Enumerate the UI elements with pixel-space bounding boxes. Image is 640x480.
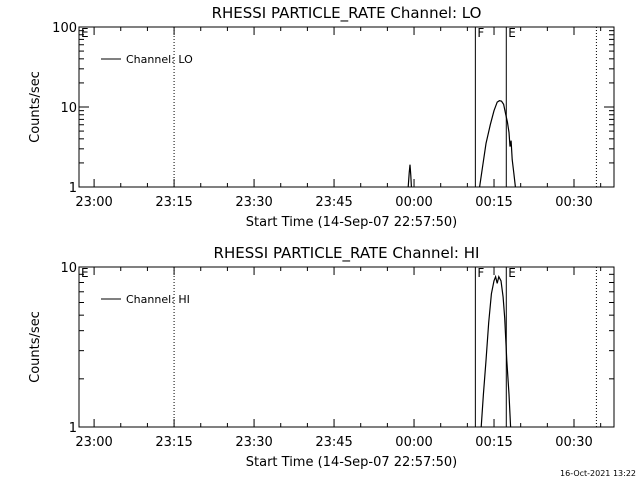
- x-tick-label: 23:00: [75, 435, 112, 450]
- x-tick-label: 23:15: [155, 195, 192, 210]
- y-tick-label: 100: [52, 21, 77, 36]
- y-axis-label: Counts/sec: [28, 71, 43, 143]
- y-tick-label: 1: [69, 421, 77, 436]
- x-tick-label: 00:00: [395, 435, 432, 450]
- x-tick-label: 23:30: [235, 195, 272, 210]
- x-tick-label: 23:45: [315, 435, 352, 450]
- marker-label-0: E: [81, 266, 89, 280]
- marker-label-0: E: [81, 26, 89, 40]
- y-tick-label: 1: [69, 181, 77, 196]
- x-tick-label: 23:30: [235, 435, 272, 450]
- marker-label-2: F: [477, 266, 484, 280]
- x-tick-label: 23:45: [315, 195, 352, 210]
- chart-panel-0: RHESSI PARTICLE_RATE Channel: LO Counts/s…: [28, 4, 615, 230]
- y-axis-label: Counts/sec: [28, 311, 43, 383]
- x-tick-label: 00:30: [555, 195, 592, 210]
- x-axis-label: Start Time (14-Sep-07 22:57:50): [246, 455, 457, 470]
- marker-label-3: E: [508, 266, 516, 280]
- series-line-0-0: [480, 274, 512, 428]
- legend-label: Channel: LO: [126, 53, 193, 66]
- legend-label: Channel: HI: [126, 293, 190, 306]
- y-tick-label: 10: [60, 101, 77, 116]
- y-tick-label: 10: [60, 261, 77, 276]
- x-tick-label: 00:15: [475, 435, 512, 450]
- plot-frame: [78, 266, 615, 428]
- x-tick-label: 23:00: [75, 195, 112, 210]
- series-line-0-0: [407, 164, 412, 188]
- marker-label-2: F: [477, 26, 484, 40]
- series-line-0-1: [479, 100, 516, 188]
- marker-label-3: E: [508, 26, 516, 40]
- x-axis-label: Start Time (14-Sep-07 22:57:50): [246, 215, 457, 230]
- x-tick-label: 00:00: [395, 195, 432, 210]
- x-tick-label: 23:15: [155, 435, 192, 450]
- x-tick-label: 00:15: [475, 195, 512, 210]
- plot-frame: [78, 26, 615, 188]
- x-tick-label: 00:30: [555, 435, 592, 450]
- chart-title: RHESSI PARTICLE_RATE Channel: HI: [214, 244, 480, 263]
- chart-title: RHESSI PARTICLE_RATE Channel: LO: [212, 4, 482, 23]
- chart-panel-1: RHESSI PARTICLE_RATE Channel: HI Counts/s…: [28, 244, 615, 470]
- footer-timestamp: 16-Oct-2021 13:22: [560, 469, 636, 478]
